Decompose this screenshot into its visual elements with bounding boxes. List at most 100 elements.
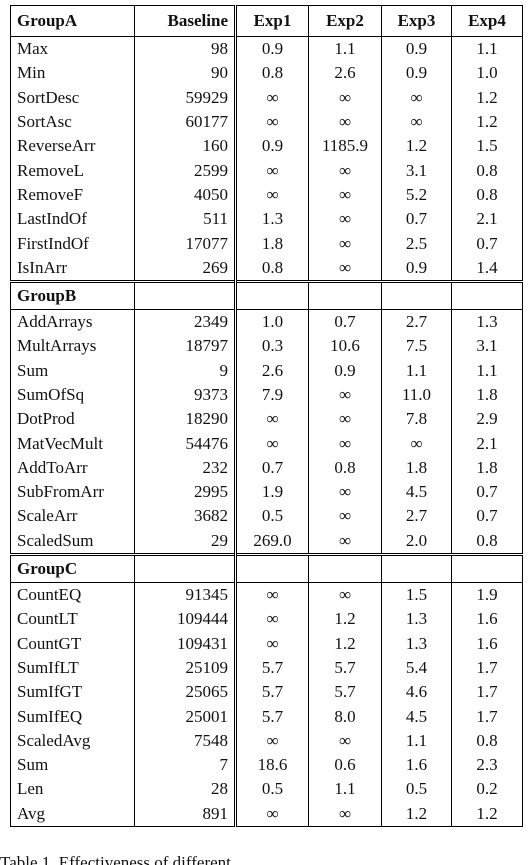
cell: 25109 [134, 655, 237, 681]
cell: 18797 [134, 334, 237, 359]
row-label: Sum [10, 358, 135, 383]
cell: 5.7 [235, 655, 309, 681]
cell: 269.0 [235, 528, 309, 555]
row-label: CountEQ [10, 582, 135, 608]
data-row: IsInArr 269 0.8 ∞ 0.9 1.4 [10, 255, 523, 282]
data-row: DotProd 18290 ∞ ∞ 7.8 2.9 [10, 407, 523, 432]
data-row: SumOfSq 9373 7.9 ∞ 11.0 1.8 [10, 382, 523, 408]
cell: 1.7 [451, 680, 523, 705]
cell: 0.9 [235, 36, 309, 62]
cell: 0.9 [308, 358, 382, 383]
data-row: RemoveL 2599 ∞ ∞ 3.1 0.8 [10, 158, 523, 183]
data-row: Avg 891 ∞ ∞ 1.2 1.2 [10, 801, 523, 827]
data-row: Sum 7 18.6 0.6 1.6 2.3 [10, 753, 523, 778]
cell: 1.4 [451, 255, 523, 282]
cell: 269 [134, 255, 237, 282]
cell: 18.6 [235, 753, 309, 778]
cell: 0.9 [381, 36, 452, 62]
cell: 232 [134, 455, 237, 481]
data-row: AddToArr 232 0.7 0.8 1.8 1.8 [10, 455, 523, 481]
cell: 1.8 [235, 231, 309, 256]
data-row: SumIfLT 25109 5.7 5.7 5.4 1.7 [10, 655, 523, 681]
data-row: Max 98 0.9 1.1 0.9 1.1 [10, 36, 523, 62]
row-label: DotProd [10, 407, 135, 432]
cell: 1.1 [451, 36, 523, 62]
row-label: SumIfGT [10, 680, 135, 705]
cell: 1.1 [308, 777, 382, 802]
row-label: ScaleArr [10, 504, 135, 529]
empty-cell [134, 279, 237, 310]
cell: 1.3 [235, 207, 309, 232]
table-body: GroupA Baseline Exp1 Exp2 Exp3 Exp4 Max 98 0.9 1.… [10, 5, 523, 827]
cell: 4.5 [381, 704, 452, 729]
cell: 7548 [134, 728, 237, 754]
data-row: FirstIndOf 17077 1.8 ∞ 2.5 0.7 [10, 231, 523, 256]
cell: 0.7 [381, 207, 452, 232]
cell: 1.6 [381, 753, 452, 778]
cell: 5.7 [235, 680, 309, 705]
data-row: Sum 9 2.6 0.9 1.1 1.1 [10, 358, 523, 383]
cell: 1.2 [381, 801, 452, 827]
cell: 91345 [134, 582, 237, 608]
cell: 8.0 [308, 704, 382, 729]
cell: 2.6 [235, 358, 309, 383]
cell: ∞ [308, 431, 382, 456]
cell: ∞ [381, 109, 452, 135]
cell: 109431 [134, 631, 237, 656]
cell: ∞ [308, 85, 382, 110]
row-label: RemoveL [10, 158, 135, 183]
cell: 0.8 [451, 728, 523, 754]
cell: 160 [134, 134, 237, 159]
cell: 7 [134, 753, 237, 778]
row-label: Sum [10, 753, 135, 778]
cell: 0.3 [235, 334, 309, 359]
data-row: CountEQ 91345 ∞ ∞ 1.5 1.9 [10, 582, 523, 608]
cell: 2995 [134, 480, 237, 505]
cell: ∞ [308, 480, 382, 505]
caption: Table 1. Effectiveness of different [0, 853, 231, 865]
cell: 1.7 [451, 655, 523, 681]
cell: 2.1 [451, 207, 523, 232]
cell: ∞ [308, 801, 382, 827]
data-row: MultArrays 18797 0.3 10.6 7.5 3.1 [10, 334, 523, 359]
cell: 28 [134, 777, 237, 802]
cell: 0.7 [451, 504, 523, 529]
cell: 5.4 [381, 655, 452, 681]
row-label: LastIndOf [10, 207, 135, 232]
cell: 0.6 [308, 753, 382, 778]
cell: 1.8 [451, 382, 523, 408]
cell: 0.5 [381, 777, 452, 802]
header-cell: Exp4 [451, 5, 523, 37]
cell: 0.5 [235, 777, 309, 802]
data-row: SumIfEQ 25001 5.7 8.0 4.5 1.7 [10, 704, 523, 729]
data-row: ScaleArr 3682 0.5 ∞ 2.7 0.7 [10, 504, 523, 529]
cell: ∞ [308, 109, 382, 135]
empty-cell [308, 552, 382, 583]
group-name: GroupC [10, 552, 135, 583]
cell: 3.1 [381, 158, 452, 183]
data-row: AddArrays 2349 1.0 0.7 2.7 1.3 [10, 309, 523, 335]
cell: ∞ [235, 182, 309, 208]
cell: ∞ [381, 431, 452, 456]
cell: 1.5 [451, 134, 523, 159]
data-row: SubFromArr 2995 1.9 ∞ 4.5 0.7 [10, 480, 523, 505]
cell: 0.7 [451, 480, 523, 505]
cell: ∞ [235, 631, 309, 656]
cell: 1.9 [235, 480, 309, 505]
row-label: ScaledAvg [10, 728, 135, 754]
row-label: FirstIndOf [10, 231, 135, 256]
cell: 11.0 [381, 382, 452, 408]
cell: 0.8 [235, 61, 309, 86]
cell: 1.1 [308, 36, 382, 62]
cell: 1.8 [451, 455, 523, 481]
cell: 10.6 [308, 334, 382, 359]
row-label: SumIfEQ [10, 704, 135, 729]
row-label: SortDesc [10, 85, 135, 110]
row-label: IsInArr [10, 255, 135, 282]
header-cell: Exp2 [308, 5, 382, 37]
cell: 1.1 [381, 358, 452, 383]
cell: 2.0 [381, 528, 452, 555]
cell: 3682 [134, 504, 237, 529]
cell: 1.6 [451, 607, 523, 632]
